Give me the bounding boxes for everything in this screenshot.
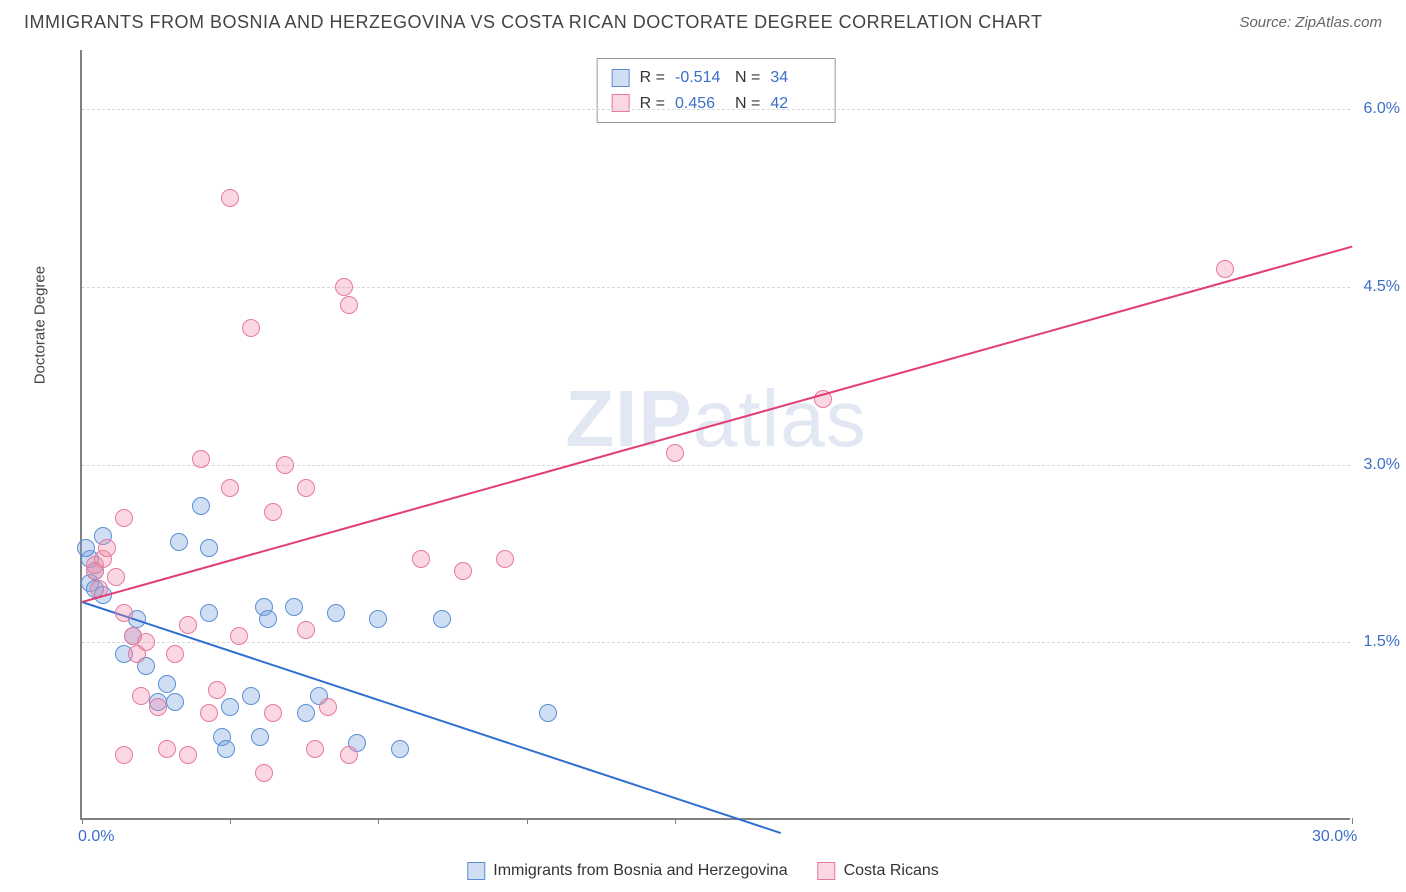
data-point (192, 450, 210, 468)
data-point (107, 568, 125, 586)
stats-legend-row: R = -0.514 N = 34 (612, 65, 821, 91)
data-point (221, 479, 239, 497)
data-point (433, 610, 451, 628)
y-tick-label: 1.5% (1355, 633, 1400, 651)
data-point (255, 764, 273, 782)
watermark: ZIPatlas (565, 373, 866, 465)
trend-line (82, 245, 1353, 602)
gridline (82, 642, 1350, 643)
data-point (158, 740, 176, 758)
gridline (82, 465, 1350, 466)
data-point (496, 550, 514, 568)
x-tick-mark (1352, 818, 1353, 824)
legend-item: Costa Ricans (818, 862, 939, 880)
data-point (200, 704, 218, 722)
data-point (77, 539, 95, 557)
data-point (454, 562, 472, 580)
stats-legend-box: R = -0.514 N = 34 R = 0.456 N = 42 (597, 58, 836, 123)
data-point (297, 479, 315, 497)
data-point (132, 687, 150, 705)
data-point (221, 189, 239, 207)
data-point (115, 746, 133, 764)
data-point (242, 319, 260, 337)
data-point (264, 704, 282, 722)
data-point (208, 681, 226, 699)
r-label: R = (640, 65, 665, 91)
data-point (115, 604, 133, 622)
trend-line (82, 601, 781, 834)
data-point (340, 296, 358, 314)
data-point (217, 740, 235, 758)
n-value: 42 (770, 91, 820, 117)
data-point (200, 539, 218, 557)
data-point (149, 698, 167, 716)
data-point (285, 598, 303, 616)
plot-area: ZIPatlas R =-0.514N =34R =0.456N =42 1.5… (80, 50, 1350, 820)
data-point (369, 610, 387, 628)
data-point (137, 633, 155, 651)
legend-label: Costa Ricans (844, 862, 939, 880)
r-value: 0.456 (675, 91, 725, 117)
r-value: -0.514 (675, 65, 725, 91)
source-attribution: Source: ZipAtlas.com (1239, 14, 1382, 31)
data-point (264, 503, 282, 521)
n-value: 34 (770, 65, 820, 91)
x-tick-mark (527, 818, 528, 824)
data-point (306, 740, 324, 758)
data-point (115, 509, 133, 527)
data-point (391, 740, 409, 758)
data-point (170, 533, 188, 551)
data-point (340, 746, 358, 764)
data-point (297, 704, 315, 722)
data-point (200, 604, 218, 622)
data-point (98, 539, 116, 557)
chart-container: Doctorate Degree ZIPatlas R =-0.514N =34… (50, 50, 1350, 820)
data-point (412, 550, 430, 568)
y-tick-label: 4.5% (1355, 278, 1400, 296)
data-point (297, 621, 315, 639)
data-point (1216, 260, 1234, 278)
data-point (221, 698, 239, 716)
x-tick-label: 0.0% (78, 828, 114, 846)
n-label: N = (735, 91, 760, 117)
r-label: R = (640, 91, 665, 117)
n-label: N = (735, 65, 760, 91)
x-tick-label: 30.0% (1312, 828, 1357, 846)
x-tick-mark (82, 818, 83, 824)
x-tick-mark (675, 818, 676, 824)
legend-swatch (818, 862, 836, 880)
y-tick-label: 3.0% (1355, 456, 1400, 474)
y-axis-label: Doctorate Degree (32, 266, 49, 384)
x-tick-mark (230, 818, 231, 824)
data-point (666, 444, 684, 462)
legend-item: Immigrants from Bosnia and Herzegovina (467, 862, 787, 880)
legend-label: Immigrants from Bosnia and Herzegovina (493, 862, 787, 880)
data-point (179, 616, 197, 634)
x-tick-mark (378, 818, 379, 824)
data-point (179, 746, 197, 764)
data-point (158, 675, 176, 693)
chart-title: IMMIGRANTS FROM BOSNIA AND HERZEGOVINA V… (24, 12, 1042, 33)
data-point (319, 698, 337, 716)
data-point (230, 627, 248, 645)
data-point (335, 278, 353, 296)
data-point (251, 728, 269, 746)
data-point (242, 687, 260, 705)
y-tick-label: 6.0% (1355, 100, 1400, 118)
data-point (327, 604, 345, 622)
data-point (166, 693, 184, 711)
gridline (82, 287, 1350, 288)
data-point (539, 704, 557, 722)
stats-legend-row: R = 0.456 N = 42 (612, 91, 821, 117)
data-point (259, 610, 277, 628)
legend-swatch (612, 69, 630, 87)
data-point (276, 456, 294, 474)
data-point (166, 645, 184, 663)
gridline (82, 109, 1350, 110)
data-point (192, 497, 210, 515)
legend-swatch (467, 862, 485, 880)
series-legend: Immigrants from Bosnia and Herzegovina Co… (459, 860, 947, 882)
